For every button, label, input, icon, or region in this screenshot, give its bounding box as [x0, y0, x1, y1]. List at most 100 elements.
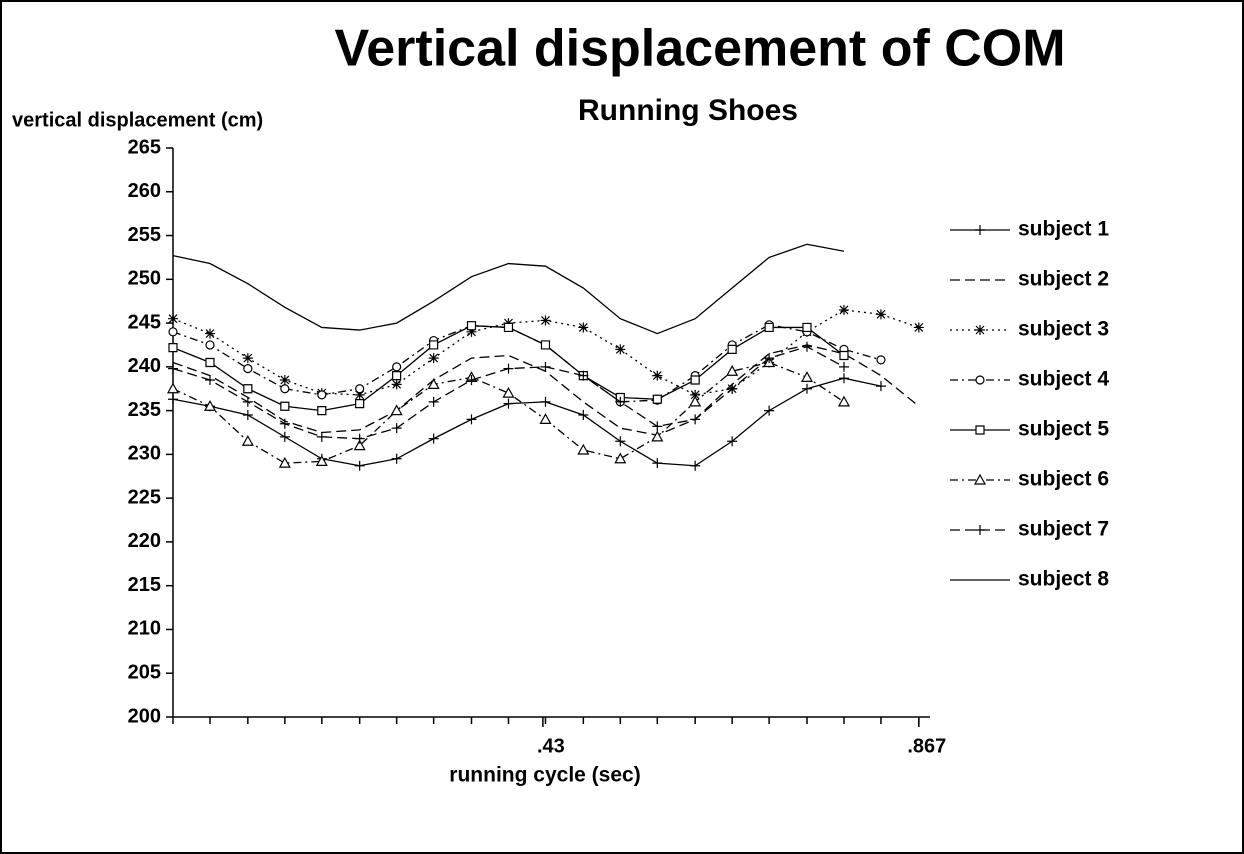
marker [203, 400, 217, 411]
marker [316, 431, 327, 442]
legend-marker [975, 425, 985, 435]
legend-label: subject 6 [1018, 468, 1109, 491]
legend-label: subject 5 [1018, 418, 1109, 441]
marker [503, 398, 514, 409]
legend-marker [975, 225, 985, 235]
marker [839, 350, 849, 361]
marker [651, 430, 664, 442]
marker [355, 384, 365, 394]
marker [168, 394, 178, 405]
marker [540, 396, 551, 407]
marker [614, 452, 627, 464]
marker [354, 389, 365, 400]
marker [428, 433, 439, 444]
marker [243, 384, 253, 394]
marker [204, 328, 215, 339]
chart-title: Vertical displacement of COM [334, 20, 1065, 78]
marker [279, 418, 290, 429]
marker [578, 409, 589, 420]
legend-marker [975, 525, 985, 535]
marker [690, 460, 701, 471]
y-tick-label: 240 [128, 355, 161, 377]
marker [540, 361, 551, 372]
marker [540, 340, 551, 350]
marker [168, 327, 178, 337]
series-line [172, 377, 882, 467]
legend-label: subject 4 [1018, 368, 1109, 391]
marker [466, 414, 477, 425]
marker [727, 436, 738, 447]
legend-label: subject 3 [1018, 318, 1109, 341]
legend-marker [973, 473, 987, 485]
series-line [172, 324, 882, 403]
marker [168, 313, 178, 324]
y-tick-label: 260 [128, 180, 161, 202]
marker [503, 322, 514, 333]
marker [837, 395, 850, 407]
marker [392, 371, 402, 381]
marker [390, 404, 403, 416]
y-tick-label: 250 [128, 268, 161, 290]
marker [764, 405, 775, 416]
legend-label: subject 2 [1018, 268, 1109, 291]
marker [615, 436, 626, 447]
marker [355, 399, 365, 409]
marker [801, 383, 812, 394]
marker [280, 384, 290, 394]
marker [764, 353, 775, 364]
marker [615, 344, 626, 355]
chart-subtitle: Running Shoes [578, 94, 798, 127]
marker [466, 374, 477, 385]
legend-marker [975, 325, 985, 335]
marker [690, 389, 701, 400]
y-tick-label: 225 [128, 486, 161, 508]
marker [875, 381, 886, 392]
legend-label: subject 1 [1018, 218, 1109, 241]
marker [278, 456, 291, 468]
marker [317, 390, 327, 400]
marker [652, 421, 663, 432]
y-tick-label: 265 [128, 136, 161, 158]
marker [726, 364, 739, 376]
marker [429, 340, 439, 350]
y-tick-label: 215 [128, 574, 161, 596]
legend-label: subject 8 [1018, 568, 1109, 591]
marker [690, 375, 700, 385]
marker [578, 322, 589, 333]
marker [315, 455, 328, 466]
marker [764, 322, 774, 333]
marker [540, 315, 551, 326]
series-line [172, 243, 845, 335]
marker [838, 373, 849, 384]
x-tick-label: .43 [537, 735, 565, 757]
marker [242, 396, 253, 407]
marker [802, 322, 812, 333]
marker [280, 401, 290, 411]
marker [913, 322, 924, 333]
legend-label: subject 7 [1018, 518, 1109, 541]
marker [392, 362, 402, 372]
marker [205, 357, 215, 368]
marker [279, 374, 290, 385]
marker [391, 423, 402, 434]
marker [539, 413, 552, 424]
marker [502, 386, 515, 398]
marker [354, 433, 365, 444]
marker [690, 414, 701, 425]
marker [241, 435, 254, 446]
marker [503, 363, 514, 374]
marker [689, 395, 702, 407]
y-tick-label: 200 [128, 705, 161, 727]
marker [727, 344, 737, 354]
legend-marker [975, 375, 985, 385]
x-axis-label: running cycle (sec) [449, 764, 640, 787]
y-tick-label: 255 [128, 224, 161, 246]
marker [876, 355, 886, 365]
marker [801, 341, 812, 352]
marker [391, 453, 402, 464]
marker [391, 379, 402, 390]
marker [242, 353, 253, 364]
marker [168, 363, 178, 374]
